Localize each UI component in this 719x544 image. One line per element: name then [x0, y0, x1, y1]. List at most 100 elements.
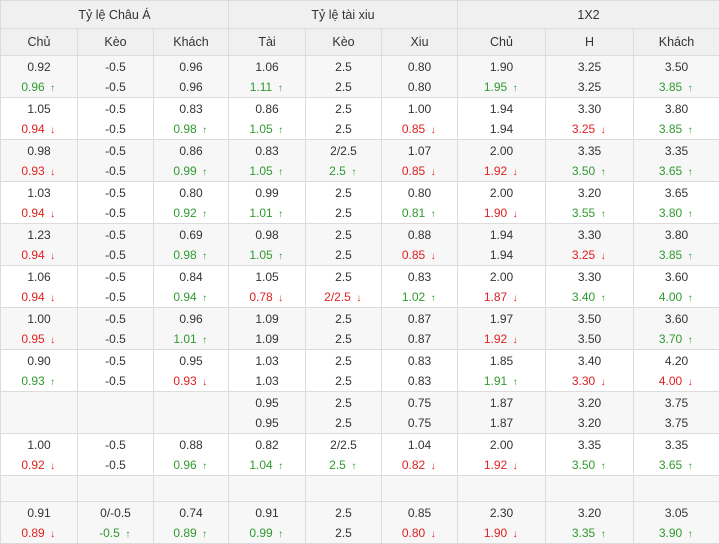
opening-odds: 3.30	[546, 225, 633, 245]
odds-value: 0.96	[21, 80, 44, 94]
current-odds: 0.87	[382, 329, 457, 349]
odds-value: 1.94	[490, 122, 513, 136]
current-odds: 0.78↓	[229, 287, 305, 307]
odds-value: 3.80	[665, 102, 688, 116]
current-odds: 3.85↑	[634, 77, 719, 97]
odds-value: 3.55	[572, 206, 595, 220]
odds-value: 0.94	[21, 122, 44, 136]
opening-odds: -0.5	[78, 183, 153, 203]
arrow-up-icon: ↑	[201, 331, 209, 350]
arrow-up-icon: ↑	[201, 247, 209, 266]
current-odds: 0.94↓	[1, 287, 77, 307]
arrow-up-icon: ↑	[686, 289, 694, 308]
current-odds: 0.92↑	[154, 203, 228, 223]
odds-value: 0.96	[179, 312, 202, 326]
odds-value: 3.80	[659, 206, 682, 220]
odds-value: 2.5	[335, 506, 352, 520]
odds-value: 0.88	[179, 438, 202, 452]
odds-value: 2/2.5	[324, 290, 351, 304]
arrow-up-icon: ↑	[511, 373, 519, 392]
odds-value: 0.98	[27, 144, 50, 158]
current-odds: 2.5	[306, 523, 381, 543]
opening-odds: 1.85	[458, 351, 545, 371]
odds-cell: 0/-0.5-0.5↑	[78, 502, 154, 544]
current-odds: 1.94	[458, 245, 545, 265]
opening-odds: 2.30	[458, 503, 545, 523]
odds-value: 0.89	[21, 526, 44, 540]
current-odds: 3.25↓	[546, 245, 633, 265]
arrow-down-icon: ↓	[201, 373, 209, 392]
odds-value: 0.91	[27, 506, 50, 520]
odds-value: 0.93	[21, 164, 44, 178]
odds-value: 2.30	[490, 506, 513, 520]
odds-value: 0.78	[249, 290, 272, 304]
odds-value: 0.99	[255, 186, 278, 200]
opening-odds: 2.5	[306, 309, 381, 329]
odds-value: 3.90	[659, 526, 682, 540]
odds-value: 0.83	[408, 374, 431, 388]
odds-value: 1.02	[402, 290, 425, 304]
odds-value: 3.40	[572, 290, 595, 304]
current-odds: -0.5	[78, 203, 153, 223]
opening-odds: 0.88	[154, 435, 228, 455]
current-odds: 1.87↓	[458, 287, 545, 307]
opening-odds: 0.83	[382, 267, 457, 287]
arrow-down-icon: ↓	[49, 331, 57, 350]
arrow-up-icon: ↑	[201, 121, 209, 140]
odds-value: 0.80	[402, 526, 425, 540]
current-odds: -0.5	[78, 455, 153, 475]
current-odds: 1.11↑	[229, 77, 305, 97]
opening-odds: 3.80	[634, 225, 719, 245]
opening-odds: 1.00	[1, 435, 77, 455]
odds-value: 2.5	[335, 332, 352, 346]
odds-value: 1.11	[250, 80, 272, 94]
odds-value: -0.5	[105, 228, 126, 242]
opening-odds: 2/2.5	[306, 435, 381, 455]
odds-value: 1.06	[27, 270, 50, 284]
odds-value: 0.83	[179, 102, 202, 116]
odds-value: 0.82	[255, 438, 278, 452]
odds-value: 0.95	[255, 416, 278, 430]
current-odds: 0.96	[154, 77, 228, 97]
current-odds: 1.92↓	[458, 161, 545, 181]
opening-odds: 0.92	[1, 57, 77, 77]
odds-value: 3.75	[665, 416, 688, 430]
opening-odds: 0.83	[382, 351, 457, 371]
odds-value: -0.5	[105, 354, 126, 368]
odds-value: 0.83	[408, 270, 431, 284]
current-odds: -0.5	[78, 371, 153, 391]
odds-value: 4.00	[659, 374, 682, 388]
arrow-down-icon: ↓	[49, 205, 57, 224]
odds-value: 1.92	[484, 164, 507, 178]
odds-value: -0.5	[105, 164, 126, 178]
group-header-over-under: Tỷ lệ tài xiu	[229, 1, 458, 29]
odds-value: 3.05	[665, 506, 688, 520]
opening-odds: 2.5	[306, 267, 381, 287]
current-odds: 1.92↓	[458, 455, 545, 475]
group-header-row: Tỷ lệ Châu Á Tỷ lệ tài xiu 1X2	[1, 1, 719, 29]
arrow-up-icon: ↑	[686, 205, 694, 224]
arrow-up-icon: ↑	[277, 205, 285, 224]
arrow-up-icon: ↑	[599, 163, 607, 182]
current-odds: 1.90↓	[458, 523, 545, 543]
arrow-up-icon: ↑	[277, 121, 285, 140]
odds-value: 0.92	[21, 458, 44, 472]
